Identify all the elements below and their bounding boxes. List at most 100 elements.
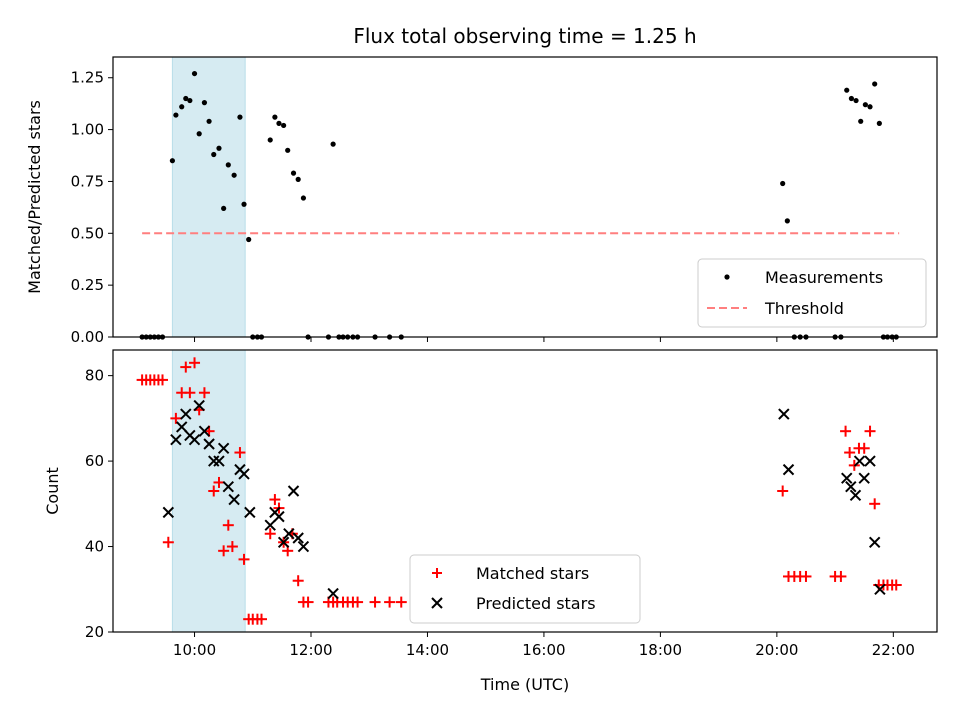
- matched-star-point: [840, 425, 852, 437]
- predicted-star-point: [238, 468, 250, 480]
- measurement-point: [267, 137, 273, 143]
- measurement-point: [211, 151, 217, 158]
- x-tick-label: 22:00: [872, 641, 915, 659]
- legend-matched-label: Matched stars: [476, 564, 589, 583]
- bottom-panel: 20 40 60 80 10:00 12:00 14:00 16:00 18:00 20:00 2…: [43, 349, 938, 694]
- y-tick-label: 0.25: [71, 276, 104, 294]
- top-marks: [139, 70, 900, 340]
- x-stroke-b: [180, 408, 192, 420]
- x-stroke-b: [203, 438, 215, 450]
- matched-star-point: [864, 425, 876, 437]
- predicted-star-point: [176, 421, 188, 433]
- top-legend-box: [697, 258, 927, 328]
- predicted-star-point: [858, 472, 870, 484]
- bottom-marks: [136, 357, 902, 625]
- predicted-star-point: [868, 536, 881, 548]
- top-y-axis-label: Matched/Predicted stars: [25, 100, 44, 294]
- matched-star-point: [800, 570, 812, 582]
- measurement-point: [872, 81, 878, 87]
- legend-measurements-marker: [724, 274, 730, 280]
- measurement-point: [237, 114, 243, 120]
- y-tick-label: 60: [85, 452, 104, 470]
- predicted-star-point: [845, 481, 857, 493]
- predicted-star-point: [188, 434, 201, 446]
- matched-star-point: [180, 361, 192, 373]
- bottom-x-axis: 10:00 12:00 14:00 16:00 18:00 20:00 22:00: [173, 632, 915, 659]
- legend-predicted-marker: [431, 597, 443, 609]
- matched-star-point: [302, 596, 314, 608]
- measurement-point: [295, 176, 301, 182]
- matched-star-point: [835, 570, 847, 582]
- measurement-point: [241, 201, 247, 207]
- measurement-point: [179, 104, 185, 110]
- measurement-point: [300, 195, 307, 201]
- x-stroke-b: [277, 536, 290, 548]
- predicted-star-point: [778, 408, 790, 420]
- measurement-point: [876, 120, 882, 126]
- predicted-star-point: [292, 532, 304, 544]
- predicted-star-point: [849, 489, 862, 501]
- x-tick-label: 10:00: [173, 641, 216, 659]
- top-y-axis: 0.00 0.25 0.50 0.75 1.00 1.25: [71, 69, 113, 346]
- x-stroke-b: [170, 434, 182, 446]
- matched-star-point: [226, 541, 238, 553]
- y-tick-label: 80: [85, 367, 104, 385]
- top-plot-frame: [112, 56, 938, 338]
- predicted-star-point: [170, 434, 182, 446]
- x-stroke-b: [297, 540, 310, 553]
- legend-threshold-label: Threshold: [764, 299, 844, 318]
- y-tick-label: 0.50: [71, 224, 104, 242]
- x-stroke-b: [782, 463, 795, 476]
- predicted-star-point: [203, 438, 215, 450]
- x-tick-label: 16:00: [522, 641, 565, 659]
- measurement-point: [231, 172, 237, 178]
- y-tick-label: 1.25: [71, 69, 104, 87]
- measurement-point: [276, 120, 282, 126]
- top-legend: Measurements Threshold: [697, 258, 927, 328]
- matched-star-point: [198, 387, 210, 399]
- measurement-point: [330, 141, 336, 147]
- measurement-point: [858, 118, 864, 124]
- measurement-point: [201, 100, 208, 106]
- measurement-point: [169, 158, 175, 164]
- matched-star-point: [844, 447, 856, 459]
- matched-star-point: [234, 447, 246, 459]
- predicted-star-point: [217, 442, 230, 454]
- bottom-y-axis-label: Count: [43, 467, 62, 515]
- matched-star-point: [255, 613, 267, 625]
- predicted-star-point: [198, 425, 211, 437]
- bottom-legend-box: [409, 554, 641, 624]
- x-stroke-b: [778, 408, 790, 420]
- measurement-point: [862, 102, 868, 108]
- legend-predicted-label: Predicted stars: [476, 594, 596, 613]
- x-stroke-b: [193, 399, 205, 412]
- predicted-star-point: [208, 455, 220, 467]
- measurement-point: [216, 145, 222, 151]
- measurement-point: [225, 162, 231, 168]
- matched-star-point: [208, 485, 220, 497]
- measurement-point: [206, 118, 212, 124]
- predicted-star-point: [297, 540, 310, 553]
- y-tick-label: 40: [85, 538, 104, 556]
- predicted-star-point: [782, 463, 795, 476]
- measurement-point: [867, 104, 873, 110]
- x-stroke-b: [176, 421, 188, 433]
- legend-measurements-label: Measurements: [765, 268, 883, 287]
- legend-matched-marker: [432, 568, 442, 578]
- predicted-star-point: [162, 506, 175, 519]
- predicted-star-point: [222, 481, 235, 493]
- measurement-point: [848, 95, 854, 102]
- x-stroke-b: [841, 472, 853, 484]
- x-tick-label: 18:00: [639, 641, 682, 659]
- matched-star-point: [156, 374, 168, 386]
- x-stroke-b: [264, 519, 276, 531]
- x-stroke-b: [198, 425, 211, 437]
- matched-star-point: [369, 596, 381, 608]
- measurement-point: [196, 131, 202, 137]
- predicted-star-point: [264, 519, 276, 531]
- x-tick-label: 20:00: [755, 641, 798, 659]
- x-stroke-b: [845, 481, 857, 493]
- top-x-ticks: [194, 337, 894, 342]
- matched-star-point: [890, 579, 902, 591]
- matched-star-point: [218, 545, 230, 557]
